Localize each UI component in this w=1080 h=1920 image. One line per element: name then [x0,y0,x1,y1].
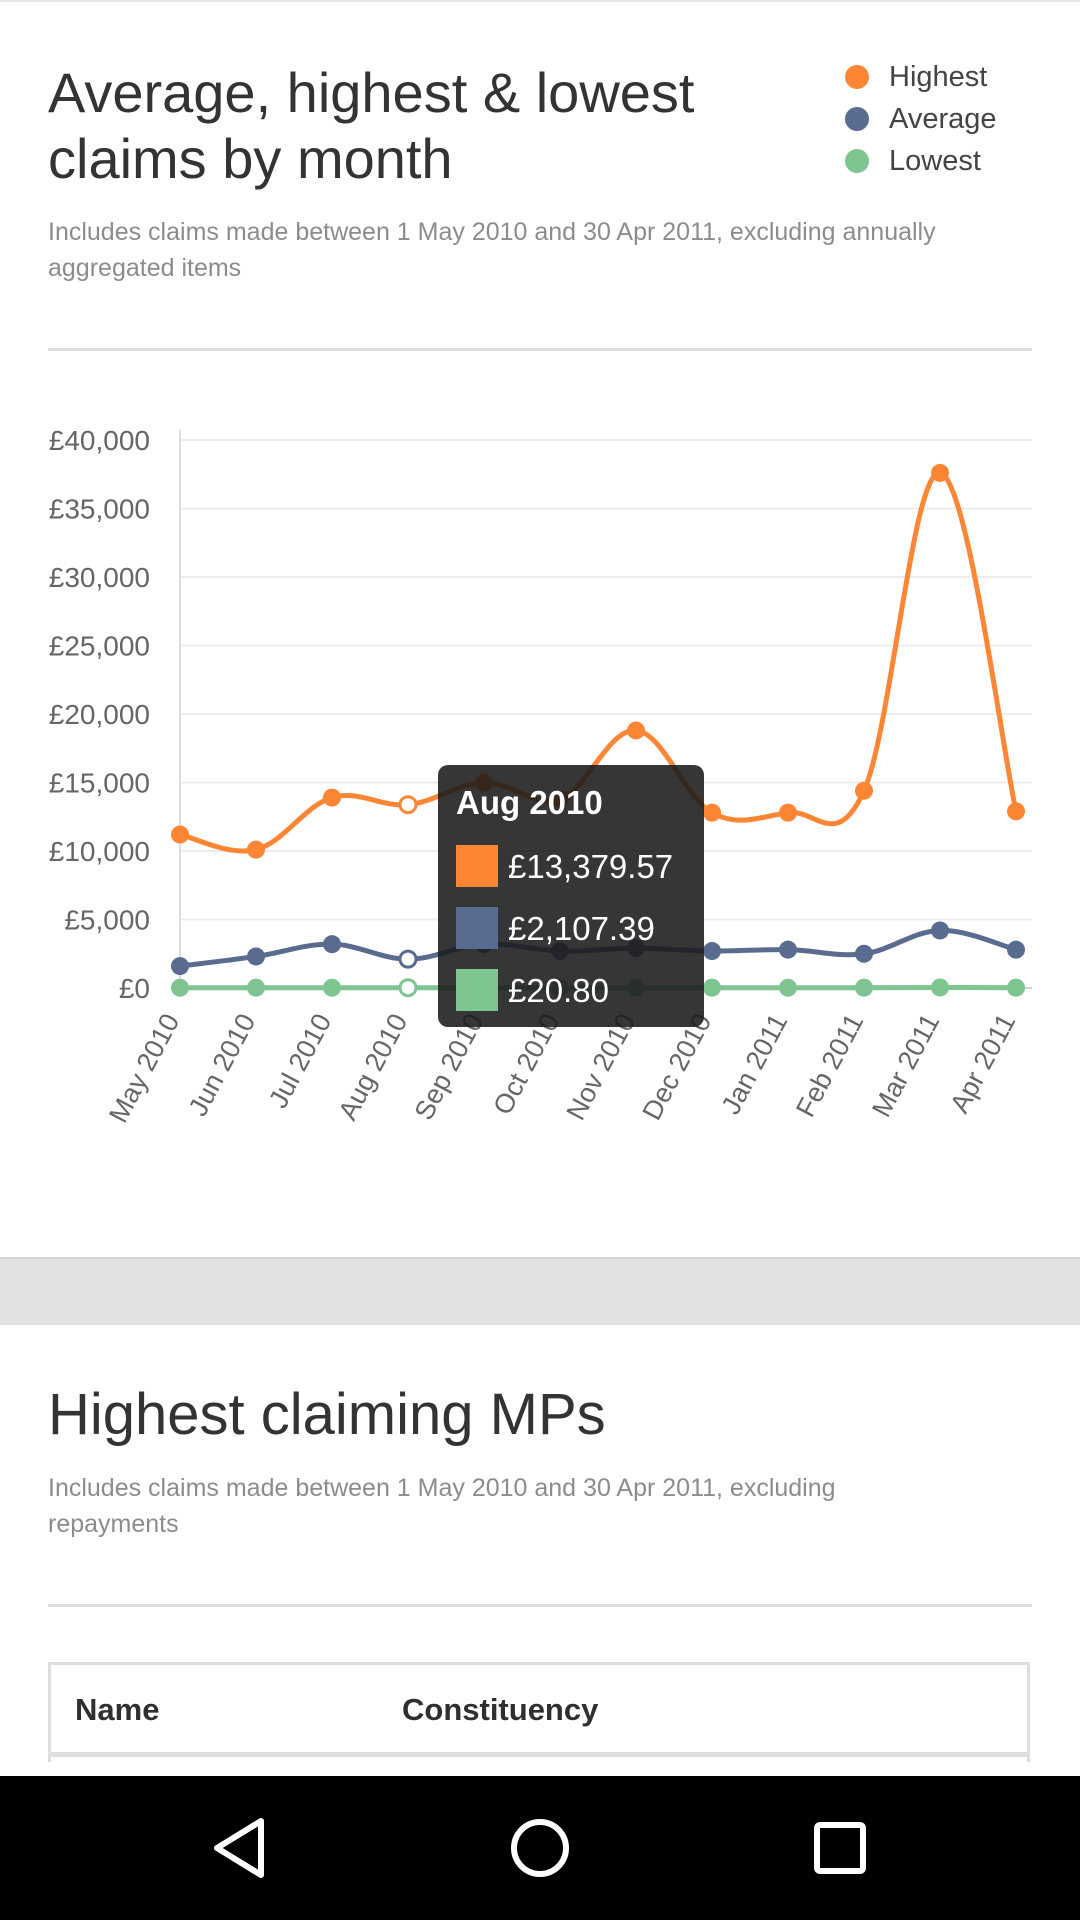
legend-swatch-highest [845,65,869,89]
data-point-lowest[interactable] [398,978,418,998]
tooltip-value: £13,379.57 [508,848,673,885]
chart-legend: Highest Average Lowest [845,56,997,182]
tooltip-title: Aug 2010 [456,784,603,821]
y-tick-label: £40,000 [49,425,150,456]
data-point-highest[interactable] [779,803,797,822]
data-point-lowest[interactable] [855,978,873,997]
x-tick-label[interactable]: Jan 2011 [716,1009,794,1119]
tooltip-value: £20.80 [508,972,609,1009]
section-title: Highest claiming MPs [48,1382,606,1447]
y-tick-label: £30,000 [49,562,150,593]
y-tick-label: £0 [119,973,150,1004]
data-point-highest[interactable] [1007,802,1025,821]
legend-label: Lowest [889,144,981,177]
claims-line-chart[interactable]: £0 £5,000 £10,000 £15,000 £20,000 £25,000 £30,… [0,400,1080,1180]
column-header-constituency[interactable]: Constituency [402,1692,599,1727]
data-point-average[interactable] [171,957,189,976]
data-point-average[interactable] [398,949,418,969]
y-tick-label: £25,000 [49,631,150,662]
data-point-highest[interactable] [323,788,341,807]
data-point-lowest[interactable] [247,978,265,997]
data-point-average[interactable] [1007,940,1025,959]
top-divider [0,0,1080,2]
legend-label: Average [889,102,997,135]
data-point-lowest[interactable] [171,978,189,997]
section-separator-band [0,1257,1080,1325]
data-point-lowest[interactable] [703,978,721,997]
data-point-highest[interactable] [627,721,645,740]
section-divider [48,1604,1032,1607]
x-tick-label[interactable]: Jul 2010 [263,1009,337,1113]
data-point-lowest[interactable] [931,978,949,997]
data-point-average[interactable] [855,944,873,963]
chart-title: Average, highest & lowest claims by mont… [48,61,695,190]
x-tick-label[interactable]: Mar 2011 [866,1009,945,1122]
legend-item-lowest[interactable]: Lowest [845,140,997,182]
data-point-lowest[interactable] [323,978,341,997]
section-divider [48,348,1032,351]
data-point-lowest[interactable] [779,978,797,997]
x-tick-label[interactable]: Feb 2011 [790,1009,869,1122]
recents-icon[interactable] [790,1798,890,1898]
tooltip-swatch [456,845,498,887]
home-icon[interactable] [490,1798,590,1898]
data-point-highest[interactable] [855,781,873,800]
column-header-name[interactable]: Name [75,1692,160,1727]
x-tick-label[interactable]: Apr 2011 [944,1009,1021,1118]
x-tick-label[interactable]: Aug 2010 [333,1009,414,1125]
tooltip-swatch [456,969,498,1011]
chart-tooltip: Aug 2010 £13,379.57 £2,107.39 £20.80 [438,765,704,1027]
y-tick-label: £20,000 [49,699,150,730]
data-point-average[interactable] [931,921,949,940]
back-icon[interactable] [190,1798,290,1898]
data-point-highest[interactable] [247,840,265,859]
y-tick-label: £35,000 [49,494,150,525]
data-point-average[interactable] [247,947,265,966]
x-tick-label[interactable]: May 2010 [103,1009,185,1128]
data-point-lowest[interactable] [1007,978,1025,997]
legend-label: Highest [889,60,988,93]
mps-table: Name Constituency [48,1662,1030,1762]
data-point-average[interactable] [779,940,797,959]
table-header-row: Name Constituency [51,1665,1027,1757]
chart-subtitle: Includes claims made between 1 May 2010 … [48,218,936,282]
tooltip-value: £2,107.39 [508,910,655,947]
y-tick-label: £10,000 [49,836,150,867]
tooltip-background [438,765,704,1027]
legend-swatch-lowest [845,149,869,173]
tooltip-swatch [456,907,498,949]
data-point-highest[interactable] [171,825,189,844]
data-point-average[interactable] [703,942,721,961]
legend-item-highest[interactable]: Highest [845,56,997,98]
series-line-highest [179,470,1019,854]
y-tick-label: £5,000 [64,905,150,936]
x-tick-label[interactable]: Jun 2010 [183,1009,262,1121]
data-point-highest[interactable] [703,803,721,822]
data-point-highest[interactable] [398,795,418,815]
legend-swatch-average [845,107,869,131]
legend-item-average[interactable]: Average [845,98,997,140]
data-point-average[interactable] [323,935,341,954]
android-nav-bar [0,1776,1080,1920]
section-subtitle: Includes claims made between 1 May 2010 … [48,1474,836,1538]
y-tick-label: £15,000 [49,768,150,799]
data-point-highest[interactable] [931,463,949,482]
